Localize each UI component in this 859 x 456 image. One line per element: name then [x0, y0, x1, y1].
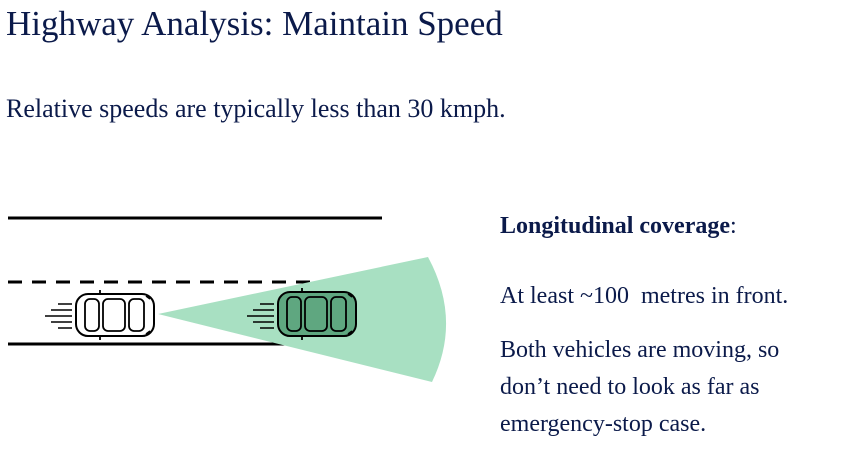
coverage-heading: Longitudinal coverage: — [500, 208, 855, 244]
coverage-heading-colon: : — [730, 213, 737, 239]
ego-car-icon — [45, 290, 155, 340]
slide-subtitle: Relative speeds are typically less than … — [6, 94, 506, 123]
coverage-range-text: At least ~100 metres in front. — [500, 283, 789, 309]
coverage-heading-label: Longitudinal coverage — [500, 213, 731, 239]
slide-title: Highway Analysis: Maintain Speed — [6, 4, 503, 43]
coverage-note: Both vehicles are moving, so don’t need … — [500, 332, 855, 443]
coverage-panel: Longitudinal coverage: At least ~100 met… — [500, 208, 855, 443]
lead-car-icon — [247, 288, 357, 340]
highway-diagram — [8, 216, 447, 382]
coverage-note-line: emergency-stop case. — [500, 411, 707, 437]
coverage-note-line: Both vehicles are moving, so — [500, 337, 780, 363]
motion-lines-icon — [247, 303, 274, 329]
motion-lines-icon — [45, 303, 72, 329]
coverage-note-line: don’t need to look as far as — [500, 374, 760, 400]
